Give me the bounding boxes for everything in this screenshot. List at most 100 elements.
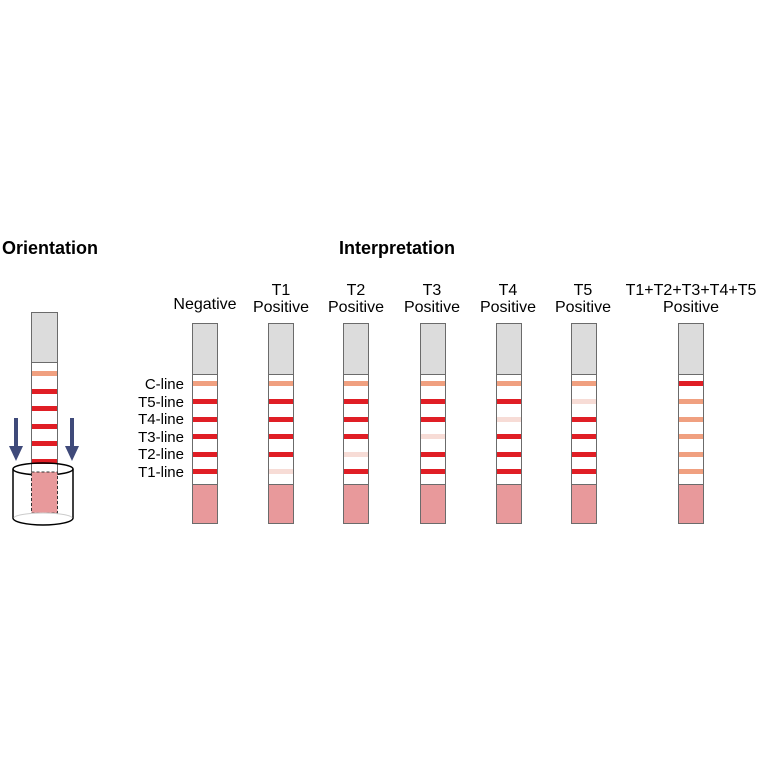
- strip-reaction-zone: [192, 374, 218, 485]
- band-t3: [193, 434, 217, 439]
- band-t4: [497, 417, 521, 422]
- strip-label-line: T5: [573, 282, 593, 299]
- sample-pad: [496, 484, 522, 524]
- strip-label-line: Positive: [554, 299, 612, 316]
- band-t3: [497, 434, 521, 439]
- band-t4: [269, 417, 293, 422]
- test-strip-t5: [571, 323, 597, 524]
- band-c: [572, 381, 596, 386]
- strip-label-t5: T5 Positive: [533, 282, 633, 316]
- strip-label-all: T1+T2+T3+T4+T5 Positive: [611, 282, 764, 316]
- strip-label-line: Positive: [252, 299, 310, 316]
- band-t1: [421, 469, 445, 474]
- band-c: [679, 381, 703, 386]
- band-t5: [344, 399, 368, 404]
- test-strip-t4: [496, 323, 522, 524]
- sample-pad: [268, 484, 294, 524]
- band-t2: [344, 452, 368, 457]
- line-label-t1: T1-line: [138, 464, 184, 481]
- test-strip-t2: [343, 323, 369, 524]
- band-t5: [193, 399, 217, 404]
- down-arrow-icon: [9, 418, 23, 461]
- band-c: [421, 381, 445, 386]
- strip-label-line: Positive: [479, 299, 537, 316]
- test-strip-t3: [420, 323, 446, 524]
- strip-reaction-zone: [268, 374, 294, 485]
- strip-label-line: Positive: [662, 299, 720, 316]
- band-t3: [344, 434, 368, 439]
- band-c: [269, 381, 293, 386]
- band-t1: [193, 469, 217, 474]
- down-arrow-icon: [65, 418, 79, 461]
- strip-label-t1: T1 Positive: [231, 282, 331, 316]
- band-t4: [572, 417, 596, 422]
- strip-reaction-zone: [571, 374, 597, 485]
- line-label-c: C-line: [144, 376, 184, 393]
- band-t2: [572, 452, 596, 457]
- band-c: [344, 381, 368, 386]
- test-strip-all: [678, 323, 704, 524]
- sample-pad: [420, 484, 446, 524]
- band-t4: [344, 417, 368, 422]
- line-label-t3: T3-line: [138, 429, 184, 446]
- band-t5: [421, 399, 445, 404]
- sample-pad: [192, 484, 218, 524]
- band-t5: [572, 399, 596, 404]
- strip-label-line: T2: [346, 282, 366, 299]
- strip-label-t2: T2 Positive: [306, 282, 406, 316]
- sample-pad: [678, 484, 704, 524]
- strip-label-line: T4: [498, 282, 518, 299]
- band-t3: [572, 434, 596, 439]
- band-t2: [421, 452, 445, 457]
- band-t3: [421, 434, 445, 439]
- band-t3: [679, 434, 703, 439]
- line-label-t4: T4-line: [138, 411, 184, 428]
- band-t1: [344, 469, 368, 474]
- band-c: [193, 381, 217, 386]
- orientation-title: Orientation: [2, 238, 99, 258]
- strip-label-line: T3: [422, 282, 442, 299]
- orientation-diagram: [0, 300, 100, 540]
- band-t3: [269, 434, 293, 439]
- strip-reaction-zone: [420, 374, 446, 485]
- strip-label-line: Positive: [327, 299, 385, 316]
- test-strip-negative: [192, 323, 218, 524]
- strip-handle: [268, 323, 294, 375]
- strip-label-t3: T3 Positive: [382, 282, 482, 316]
- strip-handle: [496, 323, 522, 375]
- line-label-t2: T2-line: [138, 446, 184, 463]
- strip-reaction-zone: [343, 374, 369, 485]
- band-t2: [679, 452, 703, 457]
- strip-label-line: Negative: [173, 296, 237, 313]
- strip-handle: [420, 323, 446, 375]
- strip-label-negative: Negative: [155, 296, 255, 313]
- strip-handle: [192, 323, 218, 375]
- band-t1: [269, 469, 293, 474]
- line-label-t5: T5-line: [138, 394, 184, 411]
- strip-label-line: T1: [271, 282, 291, 299]
- strip-reaction-zone: [496, 374, 522, 485]
- band-t4: [679, 417, 703, 422]
- band-t1: [497, 469, 521, 474]
- strip-handle: [571, 323, 597, 375]
- band-t2: [193, 452, 217, 457]
- interpretation-title: Interpretation: [339, 238, 456, 258]
- band-t5: [679, 399, 703, 404]
- strip-handle: [678, 323, 704, 375]
- band-t4: [193, 417, 217, 422]
- band-t5: [269, 399, 293, 404]
- band-t1: [572, 469, 596, 474]
- band-t5: [497, 399, 521, 404]
- test-strip-t1: [268, 323, 294, 524]
- band-t2: [269, 452, 293, 457]
- band-t1: [679, 469, 703, 474]
- sample-pad: [343, 484, 369, 524]
- band-t2: [497, 452, 521, 457]
- sample-pad: [571, 484, 597, 524]
- strip-reaction-zone: [678, 374, 704, 485]
- strip-label-line: Positive: [403, 299, 461, 316]
- dipstick-in-cup-illustration: [9, 312, 79, 526]
- band-c: [497, 381, 521, 386]
- strip-label-line: T1+T2+T3+T4+T5: [625, 282, 757, 299]
- strip-handle: [343, 323, 369, 375]
